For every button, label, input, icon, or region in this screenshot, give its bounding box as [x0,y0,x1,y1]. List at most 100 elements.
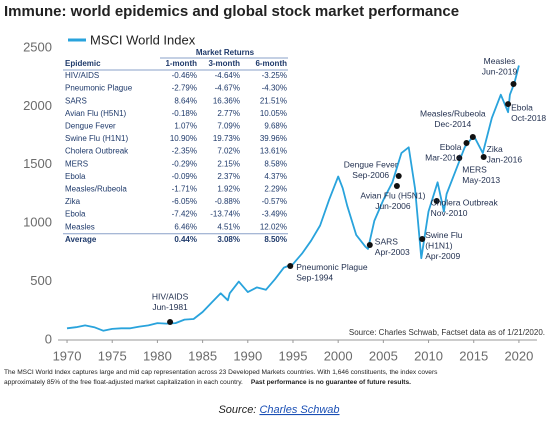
event-label: Jun-2006 [375,201,411,211]
x-tick-label: 1995 [279,348,308,363]
event-dot [287,262,294,269]
table-group-header: Market Returns [196,48,255,57]
event-label: Nov-2010 [431,208,468,218]
table-cell: 21.51% [260,96,287,105]
table-cell: Ebola [65,172,86,181]
table-cell: -0.18% [172,109,197,118]
table-cell: Average [65,235,97,244]
y-tick-label: 1000 [23,215,52,230]
event-label: Pneumonic Plague [296,262,368,272]
table-background [62,47,290,250]
x-tick-label: 1980 [143,348,172,363]
table-cell: Zika [65,197,81,206]
event-label: Mar-2014 [425,153,462,163]
event-label: (H1N1) [425,241,453,251]
returns-table: Market Returns Epidemic 1-month 3-month 6-mo… [62,47,290,250]
source-prefix: Source: [218,404,256,416]
event-label: MERS [462,164,487,174]
table-cell: Cholera Outbreak [65,147,129,156]
table-cell: 7.09% [217,122,240,131]
table-cell: 19.73% [213,134,240,143]
table-cell: -7.42% [172,210,197,219]
event-dot [433,198,440,205]
table-column-header: 3-month [208,59,240,68]
table-cell: -13.74% [210,210,240,219]
table-cell: -2.35% [172,147,197,156]
event-dot [480,153,487,160]
event-dot [393,183,400,190]
event-label: Measles [484,56,516,66]
chart-title: Immune: world epidemics and global stock… [4,3,459,20]
x-tick-label: 2015 [459,348,488,363]
table-cell: 16.36% [213,96,240,105]
table-cell: 8.50% [264,235,287,244]
event-label: Ebola [440,142,462,152]
source: Source: Charles Schwab [218,404,339,416]
footer-line: approximately 85% of the free float-adju… [4,379,411,386]
table-cell: 4.51% [217,222,240,231]
table-cell: Measles/Rubeola [65,185,127,194]
event-label: Sep-2006 [352,170,389,180]
table-cell: Ebola [65,210,86,219]
source-link[interactable]: Charles Schwab [259,404,339,416]
table-cell: 8.64% [174,96,197,105]
table-cell: 2.15% [217,159,240,168]
event-label: Swine Flu [425,230,463,240]
table-cell: -3.25% [262,71,287,80]
x-tick-label: 2020 [504,348,533,363]
event-label: Cholera Outbreak [431,197,499,207]
table-cell: Swine Flu (H1N1) [65,134,128,143]
x-tick-label: 2000 [324,348,353,363]
x-tick-label: 1970 [53,348,82,363]
table-cell: -4.67% [215,84,240,93]
event-label: Measles/Rubeola [420,108,486,118]
event-label: Apr-2003 [375,247,410,257]
footer-bold: Past performance is no guarantee of futu… [251,379,411,386]
event-label: Oct-2018 [511,113,546,123]
footer-line: The MSCI World Index captures large and … [4,369,438,376]
event-dot [456,155,463,162]
table-cell: 10.05% [260,109,287,118]
source-note: Source: Charles Schwab, Factset data as … [349,328,545,337]
table-cell: -0.57% [262,197,287,206]
table-cell: SARS [65,96,87,105]
table-cell: -4.64% [215,71,240,80]
x-tick-label: 1990 [233,348,262,363]
event-label: May-2013 [462,175,500,185]
table-cell: -0.46% [172,71,197,80]
table-cell: 9.68% [264,122,287,131]
event-label: HIV/AIDS [152,291,189,301]
table-cell: 6.46% [174,222,197,231]
table-cell: -6.05% [172,197,197,206]
event-dot [463,139,470,146]
x-tick-label: 1985 [188,348,217,363]
x-tick-label: 2005 [369,348,398,363]
y-tick-label: 2000 [23,98,52,113]
table-cell: 2.77% [217,109,240,118]
table-cell: MERS [65,159,88,168]
table-cell: -0.09% [172,172,197,181]
table-cell: 4.37% [264,172,287,181]
table-column-header: 6-month [255,59,287,68]
table-cell: 3.08% [217,235,240,244]
event-label: Jun-2019 [482,67,518,77]
event-dot [395,173,402,180]
legend-label: MSCI World Index [90,32,196,47]
table-column-header: 1-month [165,59,197,68]
event-dot [167,319,174,326]
table-cell: 1.07% [174,122,197,131]
y-tick-label: 500 [30,273,52,288]
table-cell: -3.49% [262,210,287,219]
y-tick-label: 0 [45,331,52,346]
event-label: Avian Flu (H5N1) [360,190,425,200]
event-dot [469,134,476,141]
table-cell: 2.29% [264,185,287,194]
event-label: Ebola [511,102,533,112]
event-label: Dengue Fever [344,159,398,169]
event-label: Dec-2014 [434,119,471,129]
plot: 0 500 1000 1500 2000 2500 1970 1975 1980 1985 1990… [23,32,546,363]
table-cell: -2.79% [172,84,197,93]
event-dot [505,101,512,108]
table-cell: Pneumonic Plague [65,84,133,93]
table-cell: HIV/AIDS [65,71,99,80]
